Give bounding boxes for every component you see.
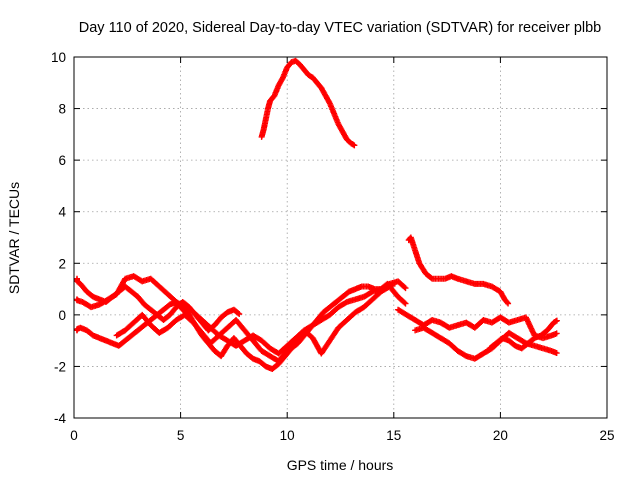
x-tick-label: 15 bbox=[386, 428, 401, 443]
data-point bbox=[236, 310, 243, 317]
data-point bbox=[401, 299, 408, 306]
plot-frame bbox=[73, 56, 608, 419]
data-point bbox=[505, 300, 512, 307]
series-arc-a bbox=[74, 280, 396, 373]
y-tick-label: 8 bbox=[58, 102, 66, 117]
x-tick-label: 20 bbox=[493, 428, 508, 443]
y-tick-label: 6 bbox=[58, 153, 66, 168]
data-point bbox=[504, 299, 511, 306]
series-arc-e bbox=[405, 234, 512, 307]
y-tick-label: -4 bbox=[54, 411, 66, 426]
data-point bbox=[402, 300, 409, 307]
data-point bbox=[553, 330, 560, 337]
data-point bbox=[553, 317, 560, 324]
axis-ticks: 0 5 10 15 20 25 -4 -2 0 2 4 6 8 10 bbox=[51, 50, 615, 443]
data-point bbox=[401, 284, 408, 291]
x-tick-label: 25 bbox=[599, 428, 614, 443]
data-point bbox=[235, 310, 242, 317]
series-arc-h bbox=[486, 317, 560, 352]
data-point bbox=[402, 285, 409, 292]
x-axis-label: GPS time / hours bbox=[287, 457, 394, 473]
x-tick-label: 0 bbox=[70, 428, 78, 443]
y-tick-label: 10 bbox=[51, 50, 66, 65]
data-point bbox=[351, 142, 358, 149]
y-tick-label: 4 bbox=[58, 205, 66, 220]
y-tick-label: 0 bbox=[58, 308, 66, 323]
series-arc-f bbox=[395, 306, 560, 342]
series-arc-g bbox=[412, 324, 560, 362]
data-point bbox=[553, 350, 560, 357]
grid bbox=[74, 57, 607, 418]
y-axis-label: SDTVAR / TECUs bbox=[6, 182, 22, 294]
y-tick-label: -2 bbox=[54, 359, 66, 374]
data-points bbox=[74, 57, 560, 373]
x-tick-label: 5 bbox=[177, 428, 185, 443]
series-arc-d bbox=[113, 283, 409, 365]
series-arc-high bbox=[258, 57, 358, 149]
y-tick-label: 2 bbox=[58, 256, 66, 271]
x-tick-label: 10 bbox=[280, 428, 295, 443]
chart-title: Day 110 of 2020, Sidereal Day-to-day VTE… bbox=[79, 20, 602, 36]
